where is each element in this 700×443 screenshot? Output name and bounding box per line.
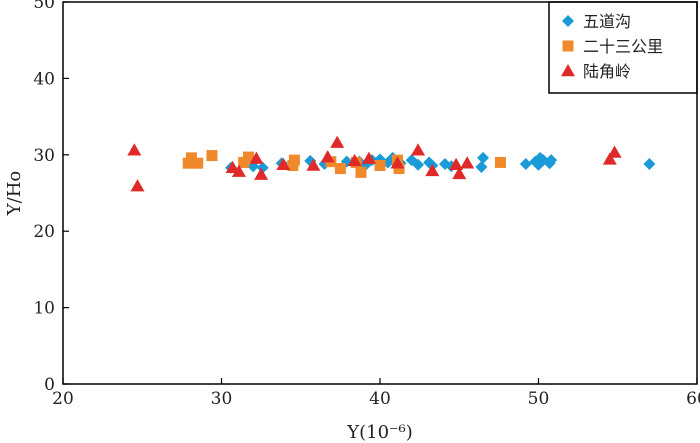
x-axis-title: Y(10⁻⁶) — [346, 422, 413, 443]
triangle-point — [607, 145, 622, 158]
diamond-point — [519, 157, 532, 170]
diamond-point — [545, 154, 558, 167]
diamond-point — [643, 157, 656, 170]
legend-diamond-icon — [562, 15, 574, 27]
y-tick-label: 50 — [33, 0, 55, 13]
triangle-point — [330, 135, 345, 148]
triangle-point — [452, 166, 467, 180]
square-point — [494, 156, 506, 168]
axes — [62, 1, 698, 385]
diamond-point — [475, 161, 488, 174]
triangle-point — [449, 157, 464, 170]
y-tick-label: 10 — [33, 299, 55, 319]
y-axis-title: Y/Ho — [4, 171, 25, 216]
triangle-point — [130, 179, 145, 192]
square-point — [374, 159, 386, 171]
legend-box — [548, 1, 698, 94]
square-point — [242, 151, 254, 163]
square-point — [288, 154, 300, 166]
triangle-point — [361, 151, 376, 164]
triangle-point — [390, 156, 405, 169]
legend-entry-label: 五道沟 — [583, 12, 631, 31]
legend-entry-label: 二十三公里 — [583, 37, 663, 56]
square-point — [355, 166, 367, 178]
square-point — [393, 163, 405, 175]
triangle-point — [249, 151, 264, 164]
triangle-point — [306, 158, 321, 171]
triangle-point — [602, 152, 617, 165]
x-tick-label: 40 — [369, 389, 391, 409]
y-tick-label: 30 — [33, 146, 55, 166]
legend-triangle-icon — [561, 64, 575, 77]
triangle-point — [320, 150, 335, 163]
x-tick-label: 50 — [528, 389, 550, 409]
diamond-point — [412, 158, 425, 171]
legend-square-icon — [562, 40, 574, 52]
triangle-point — [231, 164, 246, 177]
square-point — [192, 157, 204, 169]
series-2 — [127, 135, 622, 192]
x-tick-label: 20 — [52, 389, 74, 409]
series-1 — [182, 150, 506, 178]
triangle-point — [411, 143, 426, 156]
y-tick-label: 20 — [33, 222, 55, 242]
x-tick-label: 30 — [211, 389, 233, 409]
tick-labels: 20 30 40 50 60 0 10 20 30 40 50 — [33, 0, 700, 409]
triangle-point — [127, 143, 142, 156]
square-point — [185, 152, 197, 164]
diamond-point — [477, 151, 490, 164]
triangle-point — [425, 163, 440, 177]
x-tick-label: 60 — [686, 389, 700, 409]
triangle-point — [254, 167, 269, 180]
square-point — [206, 150, 218, 162]
y-tick-label: 40 — [33, 69, 55, 89]
triangle-point — [460, 156, 475, 169]
triangle-point — [347, 153, 362, 167]
triangle-point — [276, 157, 291, 170]
square-point — [334, 163, 346, 175]
data-points — [127, 135, 656, 192]
legend-entry-label: 陆角岭 — [583, 62, 631, 81]
y-tick-label: 0 — [44, 375, 55, 395]
